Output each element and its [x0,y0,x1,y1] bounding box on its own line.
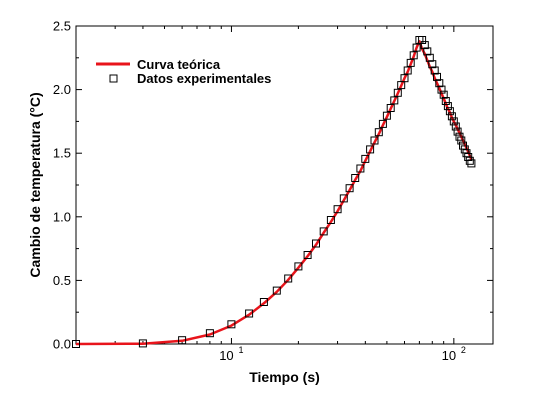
data-point-marker [378,119,387,128]
data-point-marker [245,309,254,318]
x-tick-label: 10 [442,348,456,363]
data-point-marker [356,164,365,173]
data-point-marker [294,262,303,271]
legend-marker-swatch [109,74,118,83]
data-point-marker [339,194,348,203]
data-point-marker [205,329,214,338]
series-line-curva-teorica [75,40,473,346]
data-point-marker [441,97,450,105]
data-point-marker [374,128,383,137]
data-point-marker [361,154,370,163]
data-point-marker [370,136,379,145]
data-point-marker [428,60,437,69]
data-point-marker [303,251,312,259]
legend-label-datos-experimentales: Datos experimentales [137,71,271,86]
data-point-marker [409,51,418,60]
data-point-marker [406,58,415,67]
series-layer [72,36,476,348]
y-tick-label: 2.5 [53,19,71,34]
data-point-marker [403,66,412,75]
data-point-marker [425,53,434,62]
x-tick-label: 10 [219,348,233,363]
data-point-marker [393,88,402,97]
data-point-marker [433,72,441,81]
data-point-marker [72,340,80,348]
data-point-marker [366,145,375,154]
data-point-marker [272,286,281,295]
data-point-marker [351,174,360,182]
y-tick-label: 1.0 [53,209,71,224]
y-tick-label: 0.0 [53,337,71,352]
data-point-marker [447,112,456,121]
y-axis-ticks: 0.0 0.5 1.0 1.5 2.0 2.5 [53,19,493,352]
legend: Curva teórica Datos experimentales [96,57,271,86]
data-point-marker [390,96,399,105]
y-tick-label: 0.5 [53,273,71,288]
data-point-marker [435,79,444,88]
data-point-marker [453,127,462,136]
data-point-marker [423,47,432,56]
y-axis-title: Cambio de temperatura (°C) [27,92,43,277]
data-point-marker [312,239,320,248]
data-point-marker [439,90,448,99]
y-tick-label: 2.0 [53,82,71,97]
data-point-marker [227,320,236,329]
legend-label-curva-teorica: Curva teórica [137,57,221,72]
data-point-marker [418,36,427,44]
data-point-marker [284,274,293,283]
data-point-marker [400,74,409,83]
data-point-marker [326,216,335,224]
data-point-marker [319,227,328,236]
data-point-marker [412,43,421,52]
data-point-marker [386,104,395,112]
data-point-marker [465,156,474,165]
y-tick-label: 1.5 [53,146,71,161]
data-point-marker [333,205,342,214]
data-point-marker [457,136,466,145]
data-point-marker [138,339,147,348]
x-axis-ticks: 10 1 10 2 [75,26,466,363]
data-point-marker [437,85,446,94]
data-point-marker [345,184,354,193]
x-tick-exponent: 1 [238,345,243,355]
data-point-marker [420,41,429,50]
data-point-marker [178,336,187,345]
data-point-marker [467,159,476,168]
data-point-marker [449,117,458,126]
data-point-marker [443,102,452,111]
data-point-marker [382,111,391,120]
data-point-marker [445,107,454,116]
data-point-marker [430,66,439,75]
x-tick-exponent: 2 [461,345,466,355]
x-axis-title: Tiempo (s) [249,369,320,385]
data-point-marker [259,298,268,306]
data-point-marker [451,122,460,131]
